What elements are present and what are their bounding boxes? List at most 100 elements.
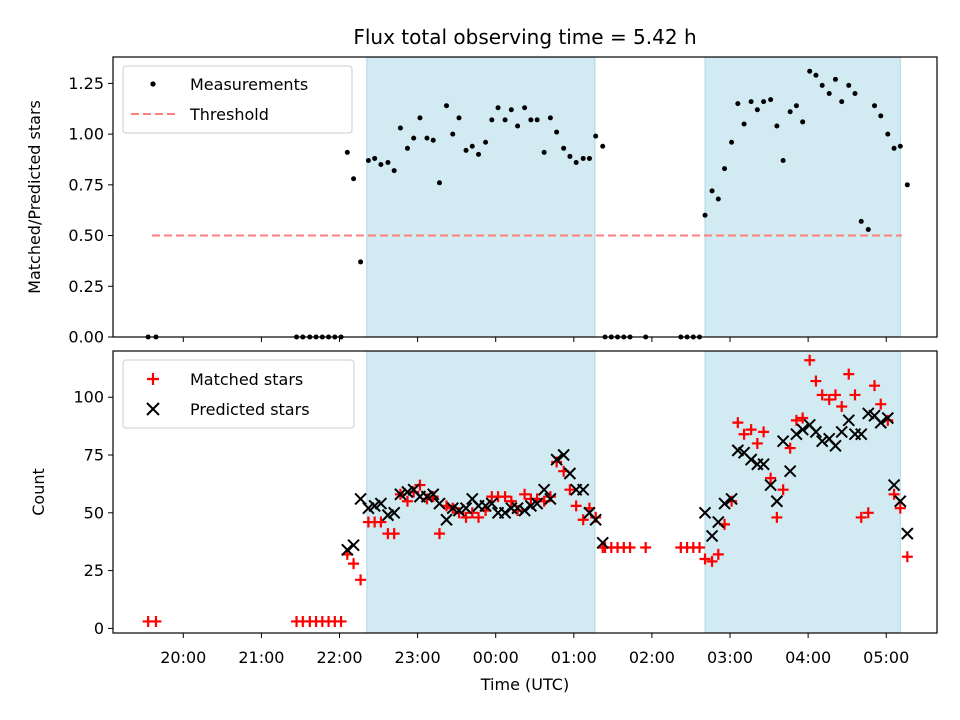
matched-stars-point <box>888 488 900 500</box>
shaded-window <box>366 350 596 634</box>
measurement-point <box>522 105 528 111</box>
legend-measurements-label: Measurements <box>190 75 308 94</box>
matched-stars-point <box>433 528 445 540</box>
matched-stars-point <box>699 553 711 565</box>
x-tick-label: 02:00 <box>629 648 675 667</box>
measurement-point <box>385 160 391 166</box>
measurement-point <box>754 107 760 113</box>
matched-stars-point <box>777 484 789 496</box>
measurement-point <box>761 99 767 105</box>
y-tick-label: 1.25 <box>68 74 104 93</box>
predicted-stars-point <box>354 492 367 506</box>
measurement-point <box>417 115 423 121</box>
predicted-stars-point <box>440 513 453 526</box>
measurement-point <box>593 133 599 139</box>
predicted-stars-point <box>557 448 570 462</box>
predicted-stars-point <box>776 434 790 448</box>
measurement-point <box>450 131 456 137</box>
predicted-stars-point <box>783 464 797 478</box>
predicted-stars-point <box>452 504 466 517</box>
measurement-point <box>722 166 728 172</box>
legend-threshold-label: Threshold <box>189 105 269 124</box>
measurement-point <box>358 259 364 265</box>
legend-matched-label: Matched stars <box>190 370 303 389</box>
predicted-stars-point <box>459 501 473 515</box>
predicted-stars-point <box>511 501 524 515</box>
measurement-point <box>411 135 417 141</box>
measurement-point <box>885 131 891 137</box>
measurement-point <box>483 139 489 145</box>
predicted-stars-point <box>537 483 551 496</box>
matched-stars-point <box>894 502 906 514</box>
measurement-point <box>436 180 442 186</box>
measurement-point <box>800 119 806 125</box>
bottom-panel-ylabel: Count <box>29 468 48 516</box>
predicted-stars-point <box>544 492 557 506</box>
measurement-point <box>858 218 864 224</box>
predicted-stars-point <box>427 488 440 501</box>
predicted-stars-point <box>518 504 531 517</box>
bottom-panel-points <box>142 354 914 627</box>
measurement-point <box>748 99 754 105</box>
matched-stars-point <box>829 389 841 401</box>
matched-stars-point <box>640 541 652 553</box>
matched-stars-point <box>335 615 347 627</box>
matched-stars-point <box>849 389 861 401</box>
matched-stars-point <box>388 528 400 540</box>
x-tick-label: 05:00 <box>863 648 909 667</box>
matched-stars-point <box>732 417 744 429</box>
matched-stars-point <box>375 516 387 528</box>
measurement-point <box>807 68 813 74</box>
measurement-point <box>515 123 521 129</box>
top-legend-box <box>122 65 353 134</box>
matched-stars-point <box>348 558 360 570</box>
bottom-panel-xticks: 20:00 21:00 22:00 23:00 00:00 01:00 02:00 03:00… <box>160 633 909 667</box>
legend-matched-marker <box>147 373 159 385</box>
predicted-stars-point <box>815 434 829 448</box>
measurement-point <box>852 91 858 97</box>
matched-stars-point <box>823 394 835 406</box>
matched-stars-point <box>355 574 367 586</box>
predicted-stars-point <box>881 411 895 425</box>
predicted-stars-point <box>550 453 563 466</box>
y-tick-label: 0.50 <box>68 226 104 245</box>
measurement-point <box>872 103 878 109</box>
matched-stars-point <box>771 511 783 523</box>
matched-stars-point <box>466 507 478 519</box>
shaded-window <box>704 56 901 338</box>
measurement-point <box>495 105 501 111</box>
matched-stars-point <box>505 495 517 507</box>
predicted-stars-point <box>394 488 407 501</box>
predicted-stars-point <box>530 497 544 510</box>
top-panel-legend: Measurements Threshold <box>122 65 353 134</box>
top-panel-points <box>145 68 910 340</box>
measurement-point <box>741 121 747 127</box>
y-tick-label: 0.75 <box>68 175 104 194</box>
predicted-stars-point <box>842 414 855 427</box>
predicted-stars-point <box>809 425 823 439</box>
top-panel-yticks: 0.00 0.25 0.50 0.75 1.00 1.25 <box>68 74 113 347</box>
predicted-stars-point <box>705 529 719 543</box>
bottom-panel-yticks: 0 25 50 75 100 <box>73 388 113 638</box>
matched-stars-point <box>816 389 828 401</box>
matched-stars-point <box>810 375 822 387</box>
measurement-point <box>554 129 560 135</box>
matched-stars-point <box>843 368 855 380</box>
predicted-stars-point <box>874 416 887 429</box>
measurement-point <box>541 149 547 155</box>
measurement-point <box>865 226 871 232</box>
y-tick-label: 100 <box>73 388 104 407</box>
measurement-point <box>735 101 741 107</box>
bottom-panel-shading <box>366 350 901 634</box>
matched-stars-point <box>758 426 770 438</box>
measurement-point <box>709 188 715 194</box>
measurement-point <box>508 107 514 113</box>
matched-stars-point <box>804 354 816 366</box>
top-panel-xticks <box>182 337 887 342</box>
matched-stars-point <box>706 555 718 567</box>
matched-stars-point <box>460 511 472 523</box>
y-tick-label: 50 <box>84 503 104 522</box>
matched-stars-point <box>577 514 589 526</box>
y-tick-label: 25 <box>84 561 104 580</box>
predicted-stars-point <box>341 543 354 556</box>
